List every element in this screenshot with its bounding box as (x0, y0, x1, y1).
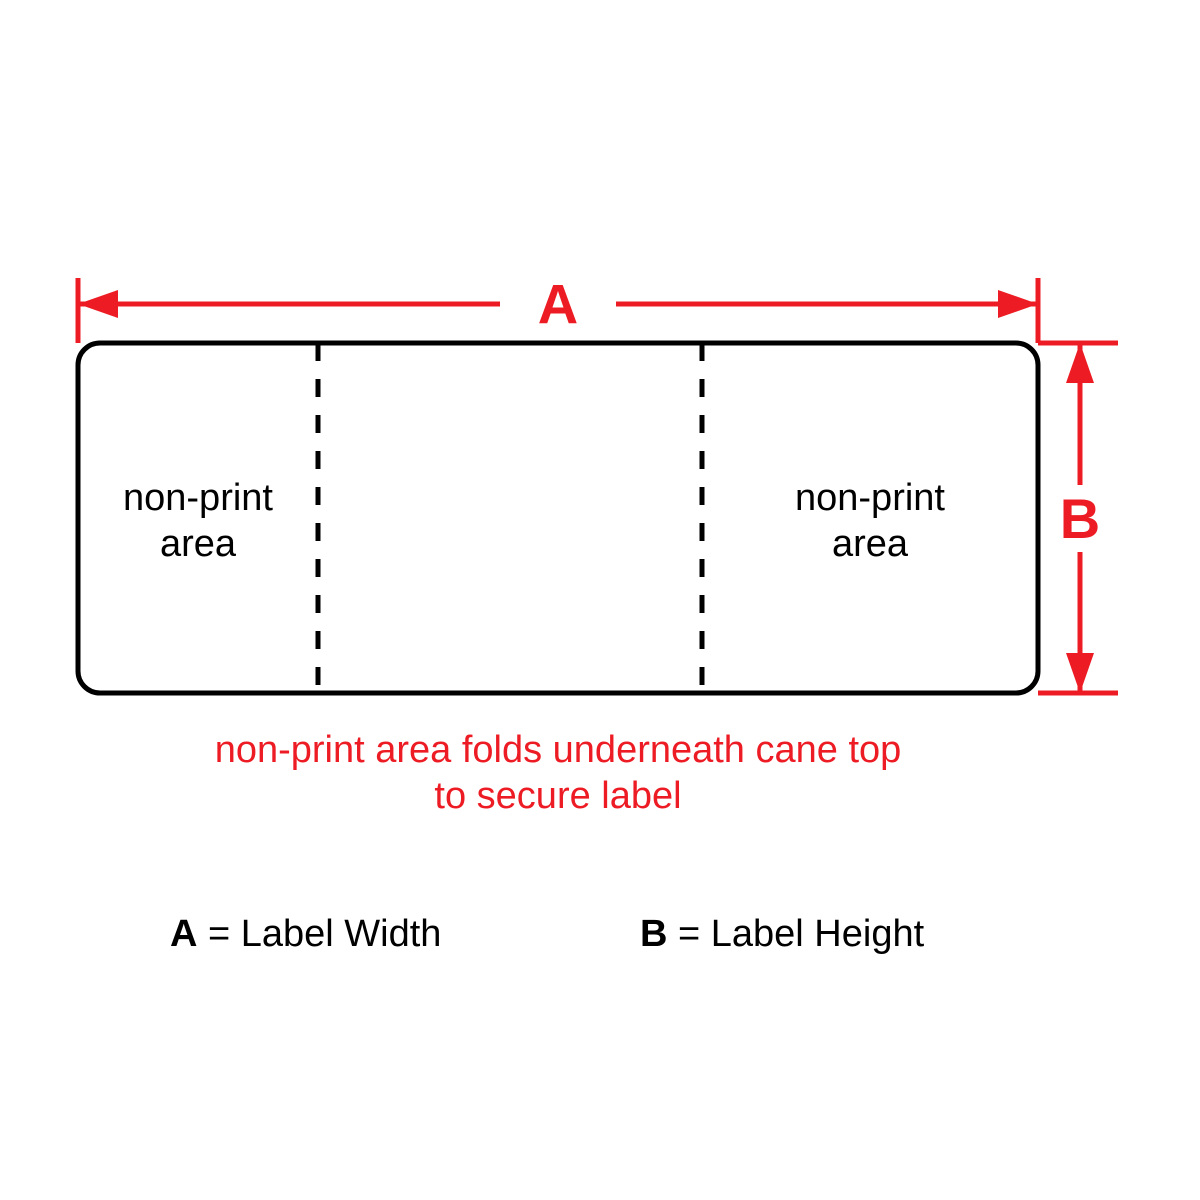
zone-left-line1: non-print (123, 477, 273, 519)
caption-line1: non-print area folds underneath cane top (215, 729, 902, 771)
zone-left-line2: area (160, 523, 237, 565)
legend-a: A = Label Width (170, 913, 441, 955)
dim-b-letter: B (1060, 487, 1100, 550)
diagram-background (0, 0, 1200, 1200)
zone-right-line1: non-print (795, 477, 945, 519)
legend-b: B = Label Height (640, 913, 925, 955)
dim-a-letter: A (538, 273, 578, 336)
caption-line2: to secure label (434, 775, 681, 817)
zone-right-line2: area (832, 523, 909, 565)
